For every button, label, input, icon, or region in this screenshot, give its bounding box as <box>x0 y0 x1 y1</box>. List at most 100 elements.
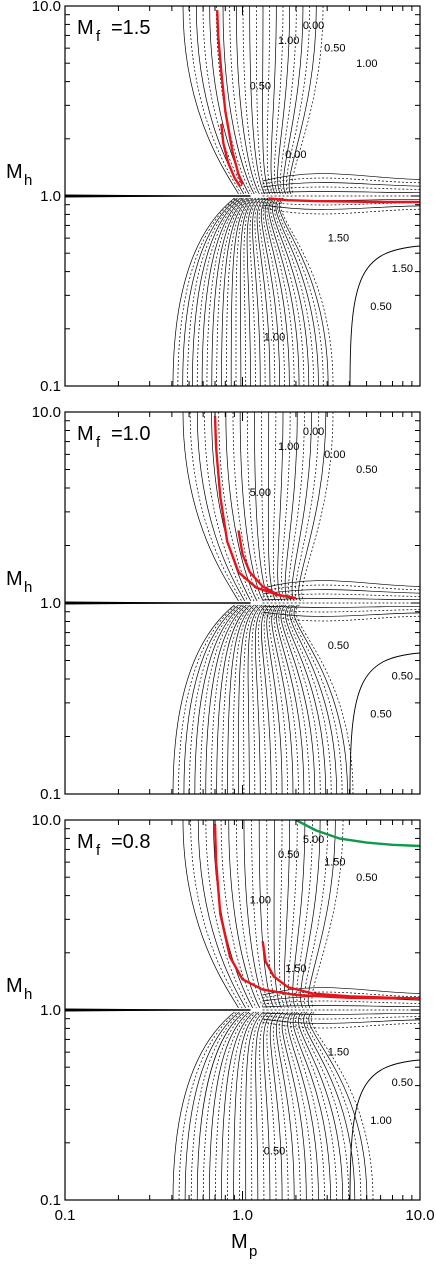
contour-line <box>283 6 304 195</box>
contour-label: 5.00 <box>250 487 271 499</box>
contour-line <box>262 580 420 589</box>
contour-line <box>311 820 344 1009</box>
contour-line <box>349 245 420 386</box>
contour-line <box>172 1011 235 1200</box>
contour-line <box>228 820 261 1009</box>
contour-label: 1.50 <box>328 1047 349 1059</box>
contour-line <box>270 6 277 195</box>
contour-line <box>235 197 255 386</box>
panel-label-sub: f <box>96 842 101 859</box>
contour-line <box>307 820 336 1009</box>
contour-line <box>278 1011 301 1200</box>
contour-line <box>238 604 259 794</box>
y-axis-label: M <box>6 568 23 590</box>
y-axis-label: M <box>6 161 23 183</box>
contour-line <box>194 604 243 794</box>
contour-line <box>262 173 420 182</box>
contour-line <box>256 197 271 386</box>
panels: 0.50 1.00 0.00 0.50 1.00 1.50 1.50 0.50 1.00 0.00… <box>6 0 435 1224</box>
contour-line <box>261 604 272 794</box>
contour-line <box>190 1011 242 1200</box>
contour-line <box>182 412 239 602</box>
contour-line <box>266 1011 277 1200</box>
contour-line <box>273 820 282 1009</box>
contour-line <box>262 611 420 617</box>
contour-line <box>221 197 250 386</box>
contour-line <box>229 6 258 195</box>
contour-line <box>178 1011 238 1200</box>
contour-line <box>239 197 256 386</box>
y-tick-label: 0.1 <box>40 786 61 803</box>
contour-line <box>221 1011 255 1200</box>
y-tick-label: 10.0 <box>32 404 61 421</box>
contour-label: 1.00 <box>278 35 299 47</box>
contour-line <box>262 608 420 613</box>
contour-line <box>182 820 239 1009</box>
contour-line <box>295 604 354 794</box>
contour-label: 0.00 <box>285 149 306 161</box>
contour-label: 1.00 <box>356 58 377 70</box>
y-tick-label: 10.0 <box>32 812 61 829</box>
contour-line <box>304 820 329 1009</box>
y-tick-label: 1.0 <box>40 188 61 205</box>
contour-line <box>277 412 284 602</box>
contour-label: 1.00 <box>250 895 271 907</box>
contour-label: 1.50 <box>392 263 413 275</box>
contour-label: 0.50 <box>370 301 391 313</box>
contour-line <box>259 1011 272 1200</box>
contour-label: 0.00 <box>303 426 324 438</box>
panel-value: =0.8 <box>111 831 150 853</box>
contour-line <box>288 412 305 602</box>
contour-line <box>252 197 262 386</box>
contour-label: 0.50 <box>250 81 271 93</box>
contour-line <box>266 820 279 1009</box>
panel-label-sub: f <box>96 434 101 451</box>
contour-line <box>209 6 250 195</box>
contour-line <box>349 652 420 794</box>
contour-label: 0.50 <box>356 872 377 884</box>
y-axis-label-sub: h <box>24 172 32 189</box>
x-axis-label: M <box>231 1231 248 1253</box>
contour-line <box>280 6 297 195</box>
contour-field: 1.000.505.001.500.500.501.501.000.501.50 <box>65 820 420 1200</box>
contour-line <box>285 6 311 195</box>
contour-line <box>262 204 420 210</box>
contour-line <box>282 604 321 794</box>
highlight-curve-1 <box>216 10 244 185</box>
highlight-curve-3 <box>268 197 420 204</box>
axis-ticks <box>64 412 420 795</box>
contour-line <box>232 412 261 602</box>
contour-line <box>275 197 319 386</box>
contour-line <box>262 177 420 185</box>
contour-line <box>298 1011 344 1200</box>
contour-line <box>202 1011 247 1200</box>
contour-line <box>262 987 420 996</box>
contour-line <box>247 604 263 794</box>
contour-line <box>292 1011 331 1200</box>
contour-line <box>285 604 327 794</box>
contour-line <box>206 197 246 386</box>
contour-line <box>272 1011 289 1200</box>
contour-line <box>227 604 255 794</box>
contour-line <box>287 1011 319 1200</box>
contour-line <box>272 197 310 386</box>
x-tick-label: 1.0 <box>232 1207 253 1224</box>
highlight-curve-2 <box>220 123 242 188</box>
contour-line <box>305 1011 362 1200</box>
contour-line <box>183 604 239 794</box>
contour-line <box>291 412 312 602</box>
panel-label: M <box>77 423 94 445</box>
contour-line <box>205 604 247 794</box>
contour-label: 0.00 <box>324 449 345 461</box>
contour-line <box>300 820 321 1009</box>
contour-line <box>249 6 265 195</box>
contour-line <box>250 1011 267 1200</box>
y-tick-label: 0.1 <box>40 378 61 395</box>
contour-label: 0.50 <box>392 670 413 682</box>
contour-line <box>222 6 255 195</box>
contour-line <box>262 605 420 608</box>
contour-line <box>277 6 291 195</box>
contour-line <box>291 604 343 794</box>
contour-line <box>278 197 329 386</box>
contour-line <box>192 197 241 386</box>
